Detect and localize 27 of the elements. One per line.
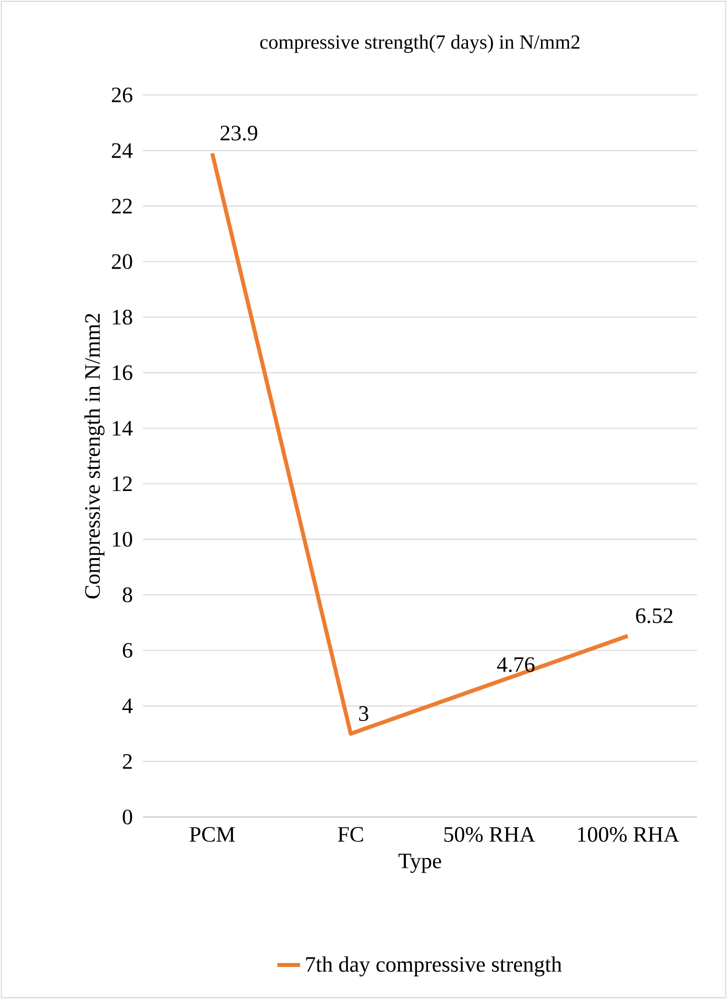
x-tick-label: FC [338,827,363,842]
data-label: 6.52 [636,608,672,624]
line-series [210,151,630,736]
legend-label: 7th day compressive strength [306,956,562,976]
data-label: 4.76 [497,657,534,672]
y-axis-title: Compressive strength in N/mm2 [84,314,104,598]
x-axis-title: Type [398,854,442,873]
y-tick-label: 14 [112,420,133,436]
y-tick-label: 22 [112,198,132,214]
y-tick-label: 6 [122,642,132,658]
y-tick-label: 26 [112,88,132,102]
y-tick-label: 4 [122,698,133,714]
x-tick-label: PCM [190,827,235,842]
y-tick-label: 20 [112,254,132,270]
y-tick-label: 2 [122,754,132,769]
y-tick-label: 10 [112,532,132,547]
y-tick-label: 18 [112,310,132,325]
y-tick-label: 16 [112,365,132,380]
y-tick-label: 0 [122,810,132,824]
x-tick-label: 50% RHA [444,827,536,842]
y-tick-label: 8 [122,587,132,602]
y-tick-label: 12 [112,476,132,492]
data-label: 23.9 [220,126,258,141]
y-tick-label: 24 [112,143,133,158]
chart-title: compressive strength(7 days) in N/mm2 [260,34,580,53]
data-label: 3 [359,706,368,721]
x-tick-label: 100% RHA [578,827,680,842]
